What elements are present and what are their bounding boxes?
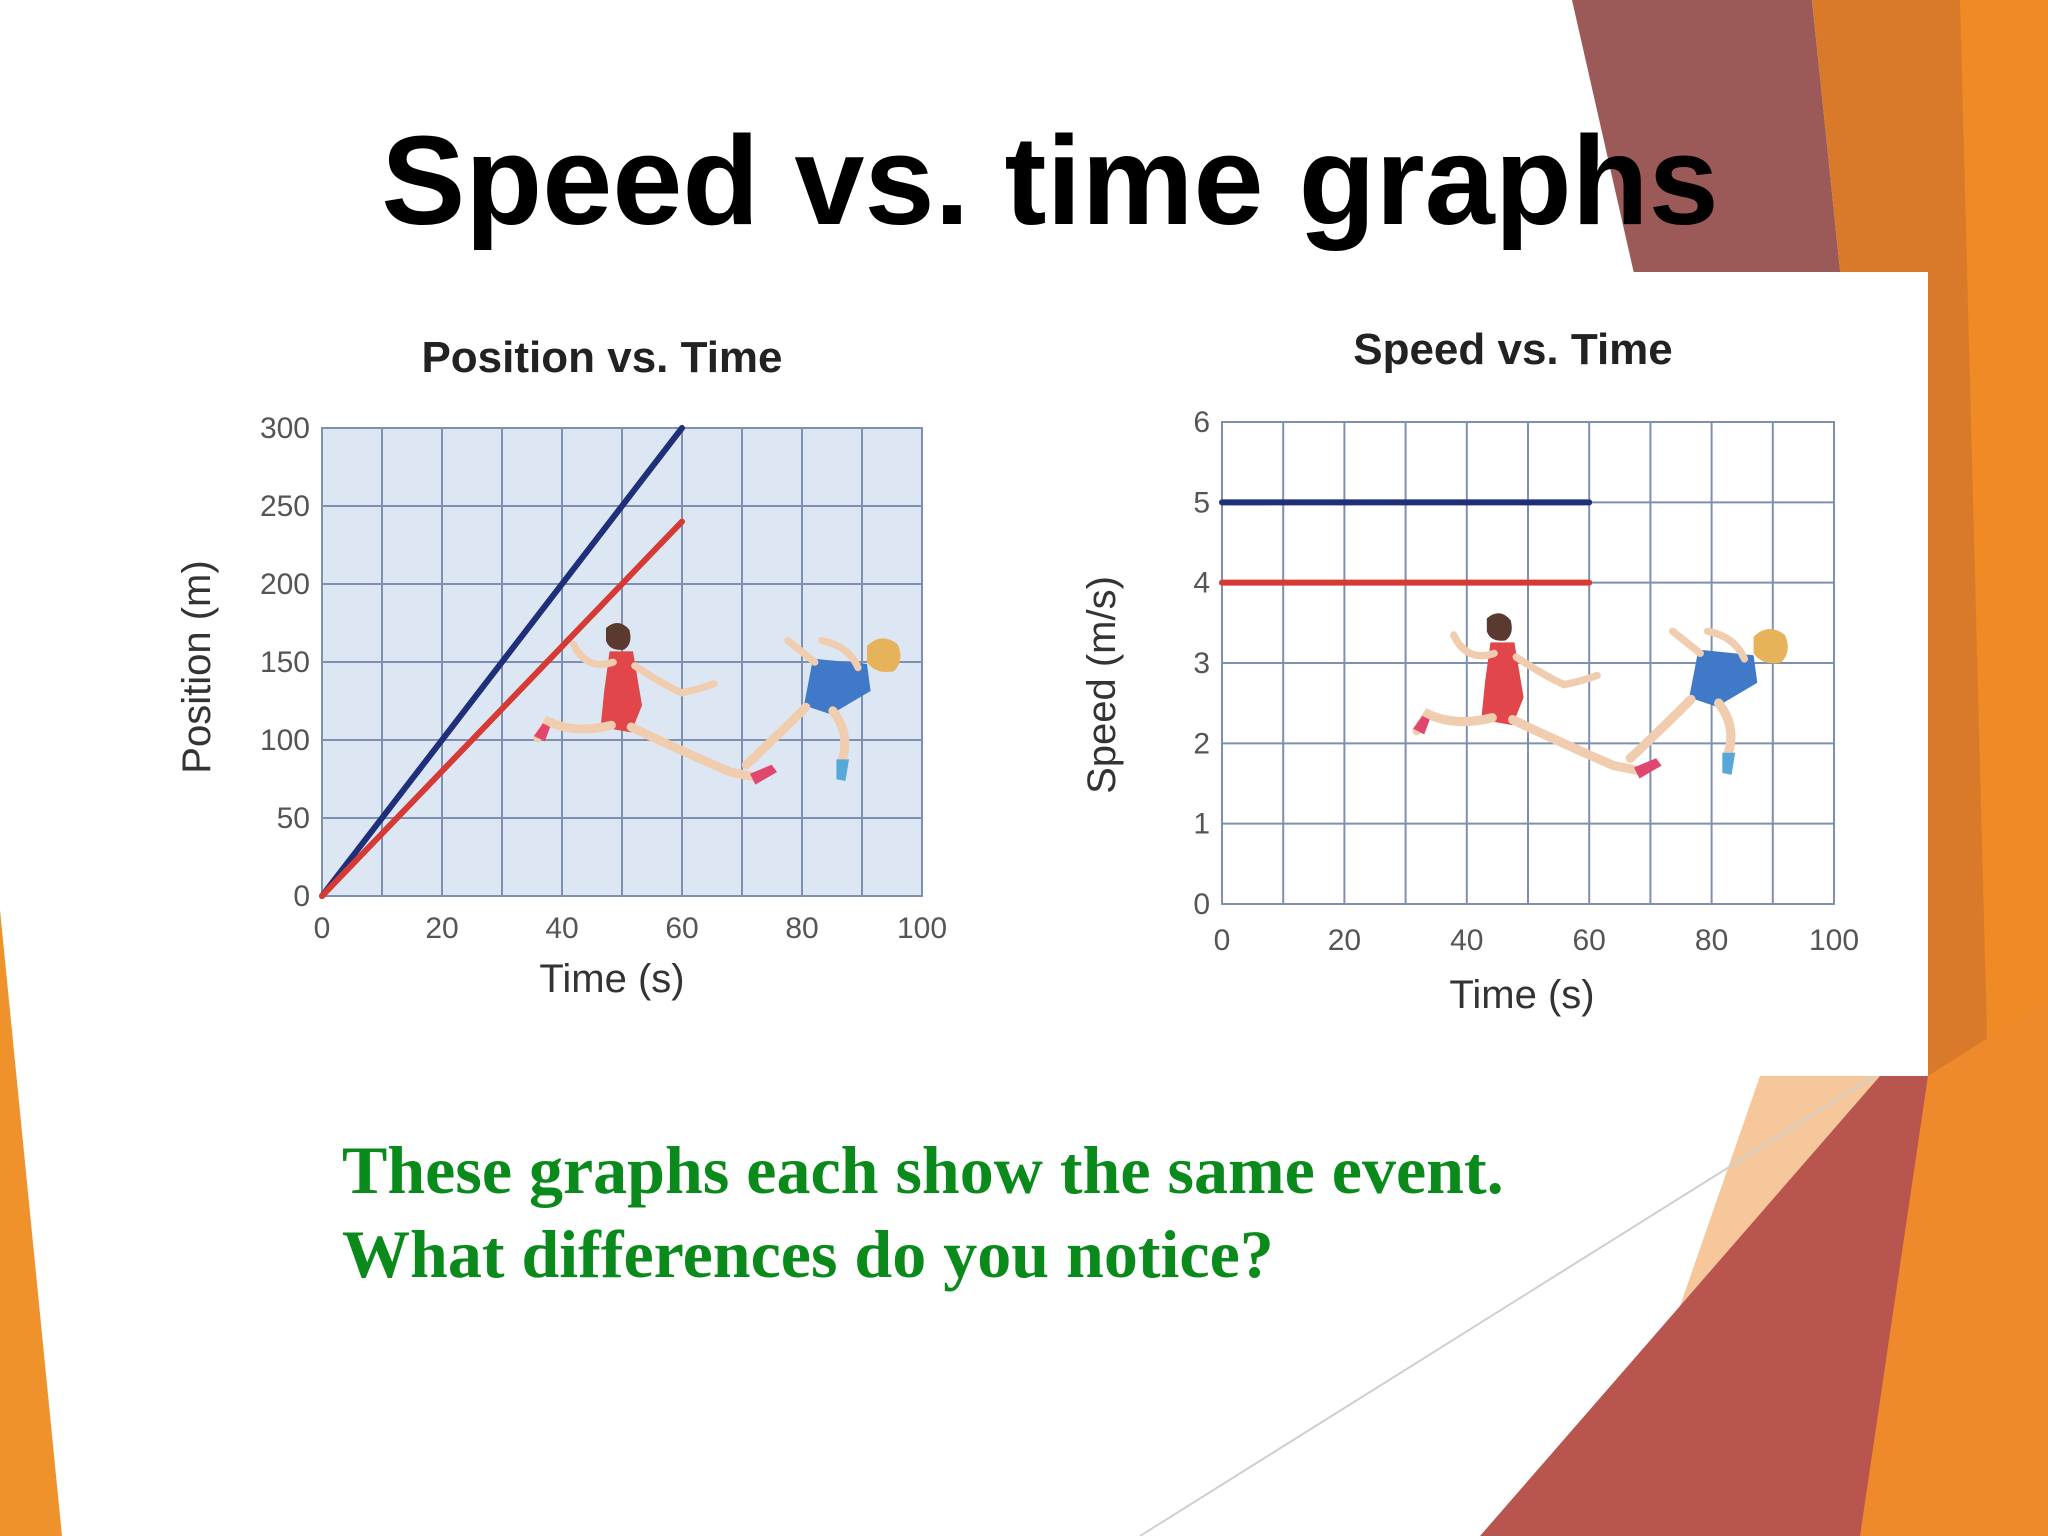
runner-hair xyxy=(606,623,631,650)
y-axis-label: Position (m) xyxy=(175,560,219,773)
x-tick-label: 60 xyxy=(1573,924,1606,957)
caption-line: These graphs each show the same event. xyxy=(342,1132,1504,1208)
x-tick-label: 60 xyxy=(665,912,698,945)
y-tick-label: 0 xyxy=(293,880,310,913)
x-axis-label: Time (s) xyxy=(539,957,684,1001)
runner-hair xyxy=(1753,628,1788,664)
x-tick-label: 0 xyxy=(314,912,331,945)
runner-arm xyxy=(1703,627,1749,663)
runner-arm xyxy=(818,637,862,672)
slide-title: Speed vs. time graphs xyxy=(381,110,1719,251)
runner-arm xyxy=(631,662,718,697)
y-tick-label: 5 xyxy=(1193,486,1210,519)
runner-leg xyxy=(1507,715,1646,776)
runner-leg xyxy=(1412,708,1497,736)
y-tick-label: 4 xyxy=(1193,567,1210,600)
runner-shoe xyxy=(1722,752,1736,775)
x-tick-label: 0 xyxy=(1214,924,1231,957)
y-tick-label: 250 xyxy=(260,490,310,523)
runner-shoe xyxy=(836,759,849,781)
runner-arm xyxy=(1450,631,1498,660)
y-tick-label: 2 xyxy=(1193,727,1210,760)
x-tick-label: 100 xyxy=(1809,924,1859,957)
lower-rust-panel xyxy=(1480,1076,1928,1536)
y-tick-label: 0 xyxy=(1193,888,1210,921)
x-tick-label: 40 xyxy=(1450,924,1483,957)
y-tick-label: 3 xyxy=(1193,647,1210,680)
runner-arm xyxy=(1668,627,1704,658)
series-line xyxy=(319,518,685,899)
chart-title: Speed vs. Time xyxy=(1353,325,1673,374)
runner-blue-body xyxy=(804,658,871,715)
x-tick-label: 20 xyxy=(425,912,458,945)
x-tick-label: 80 xyxy=(785,912,818,945)
runner-leg xyxy=(533,715,616,743)
x-tick-label: 40 xyxy=(545,912,578,945)
y-tick-label: 50 xyxy=(277,802,310,835)
runners-illustration xyxy=(533,623,901,785)
y-tick-label: 6 xyxy=(1193,406,1210,439)
runner-arm xyxy=(570,640,617,669)
y-tick-label: 100 xyxy=(260,724,310,757)
y-tick-label: 150 xyxy=(260,646,310,679)
runners-illustration xyxy=(1412,613,1788,779)
y-axis-label: Speed (m/s) xyxy=(1080,576,1124,794)
chart-title: Position vs. Time xyxy=(421,333,782,382)
caption-line: What differences do you notice? xyxy=(342,1216,1274,1292)
runner-leg xyxy=(1714,698,1736,760)
slide-caption: These graphs each show the same event. W… xyxy=(342,1128,1842,1296)
runner-shoe xyxy=(534,723,551,742)
y-tick-label: 300 xyxy=(260,412,310,445)
x-tick-label: 80 xyxy=(1695,924,1728,957)
runner-hair xyxy=(1486,613,1512,641)
speed-vs-time-chart: Speed vs. Time 0 20 40 60 80 100 0 1 2 3 4 5 6 Time … xyxy=(1080,325,1859,1017)
runner-red-body xyxy=(1481,642,1524,726)
x-tick-label: 20 xyxy=(1328,924,1361,957)
x-axis-label: Time (s) xyxy=(1449,973,1594,1017)
lower-orange-panel xyxy=(1860,1000,2048,1536)
y-tick-label: 200 xyxy=(260,568,310,601)
runner-shoe xyxy=(750,764,777,785)
runner-hair xyxy=(867,638,901,672)
thin-diagonal-line xyxy=(1139,1059,1901,1536)
runner-leg xyxy=(741,702,811,770)
x-tick-label: 100 xyxy=(897,912,947,945)
runner-shoe xyxy=(1634,758,1662,779)
runner-leg xyxy=(828,706,850,766)
position-vs-time-chart: Position vs. Time 0 20 40 60 80 100 0 50 100 150 2… xyxy=(175,333,947,1001)
runner-leg xyxy=(626,722,762,782)
runner-shoe xyxy=(1413,715,1430,735)
runner-arm xyxy=(784,637,819,666)
runner-arm xyxy=(1512,653,1601,689)
y-tick-label: 1 xyxy=(1193,808,1210,841)
series-line xyxy=(319,425,685,899)
runner-leg xyxy=(1625,694,1696,763)
left-orange-shard xyxy=(0,910,62,1536)
runner-blue-body xyxy=(1689,649,1758,707)
runner-red-body xyxy=(600,651,642,733)
